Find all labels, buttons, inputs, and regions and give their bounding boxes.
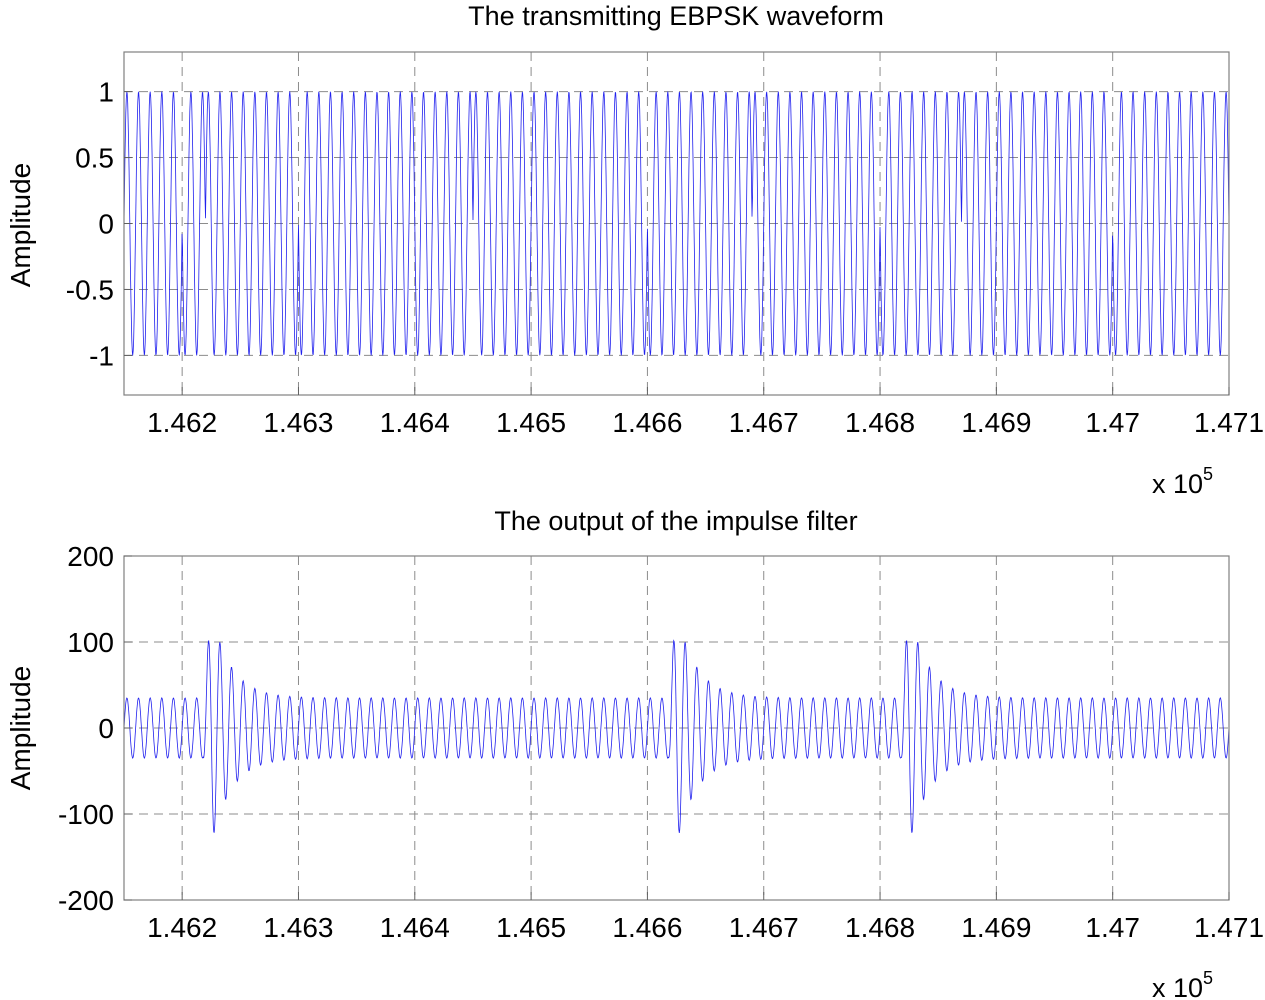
y-tick-label: 0.5 xyxy=(75,143,114,174)
x-tick-label: 1.463 xyxy=(263,912,333,943)
x-tick-label: 1.466 xyxy=(612,407,682,438)
y-tick-label: 100 xyxy=(67,627,114,658)
x-tick-label: 1.463 xyxy=(263,407,333,438)
y-tick-label: 0 xyxy=(98,713,114,744)
x-tick-label: 1.467 xyxy=(729,912,799,943)
x-tick-label: 1.469 xyxy=(961,912,1031,943)
x-tick-label: 1.47 xyxy=(1085,912,1140,943)
x-tick-label: 1.466 xyxy=(612,912,682,943)
tick-labels: 1.462 1.463 1.464 1.465 1.466 1.467 1.468 1.469… xyxy=(58,541,1264,943)
x-tick-label: 1.465 xyxy=(496,912,566,943)
x-tick-label: 1.462 xyxy=(147,407,217,438)
y-axis-label: Amplitude xyxy=(5,666,36,791)
x-tick-label: 1.471 xyxy=(1194,912,1264,943)
waveform-series xyxy=(123,91,1230,356)
x-tick-label: 1.465 xyxy=(496,407,566,438)
filter-output-chart: The output of the impulse filter Amplitu… xyxy=(5,506,1264,1000)
x-tick-label: 1.464 xyxy=(380,407,450,438)
x-tick-label: 1.467 xyxy=(729,407,799,438)
x-axis-multiplier: x 105 xyxy=(1152,968,1213,1000)
series-line xyxy=(123,639,1230,834)
y-tick-label: -200 xyxy=(58,885,114,916)
y-tick-label: 1 xyxy=(98,77,114,108)
filter-output-series xyxy=(123,639,1230,834)
waveform-chart: The transmitting EBPSK waveform Amplitud… xyxy=(5,1,1264,499)
x-tick-label: 1.468 xyxy=(845,407,915,438)
x-tick-label: 1.468 xyxy=(845,912,915,943)
chart-title: The transmitting EBPSK waveform xyxy=(468,1,884,31)
y-tick-label: -1 xyxy=(89,340,114,371)
x-tick-label: 1.464 xyxy=(380,912,450,943)
y-tick-label: 0 xyxy=(98,209,114,240)
x-tick-label: 1.471 xyxy=(1194,407,1264,438)
x-tick-label: 1.462 xyxy=(147,912,217,943)
y-tick-label: -0.5 xyxy=(66,274,114,305)
y-tick-label: -100 xyxy=(58,799,114,830)
x-axis-multiplier: x 105 xyxy=(1152,464,1213,499)
chart-title: The output of the impulse filter xyxy=(494,506,857,536)
x-tick-label: 1.47 xyxy=(1085,407,1140,438)
y-axis-label: Amplitude xyxy=(5,163,36,288)
tick-labels: 1.462 1.463 1.464 1.465 1.466 1.467 1.468 1.469… xyxy=(66,77,1264,438)
y-tick-label: 200 xyxy=(67,541,114,572)
x-tick-label: 1.469 xyxy=(961,407,1031,438)
series-line xyxy=(123,91,1230,356)
